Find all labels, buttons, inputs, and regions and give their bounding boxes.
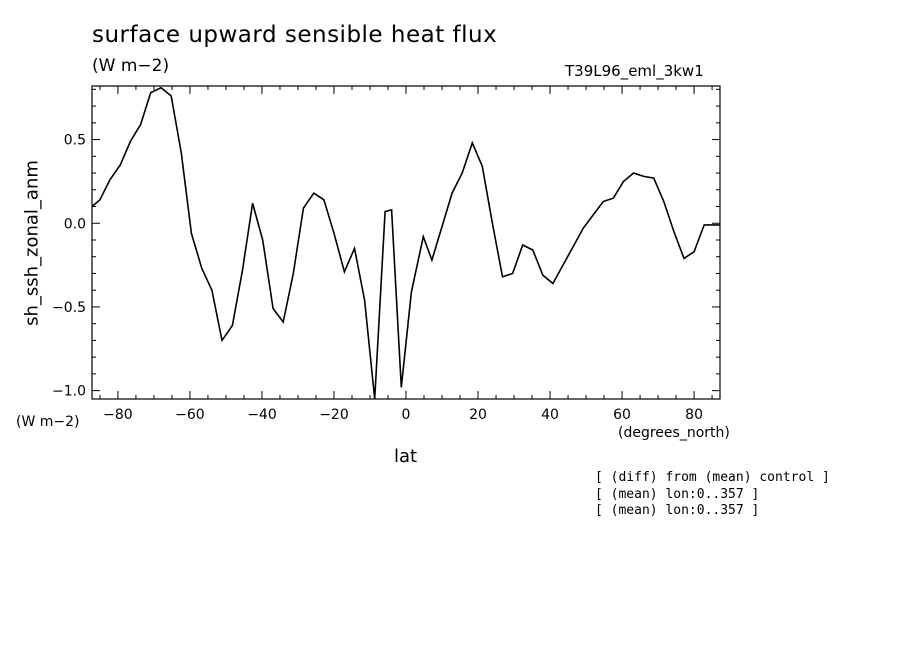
tick-group [92,86,720,399]
x-tick-label: −20 [319,407,349,423]
tick-label-group: −80 −60 −40 −20 0 20 40 60 80 −1.0 −0.5 0.0 0.5 [52,133,703,423]
y-tick-label: 0.0 [64,216,86,232]
y-axis-units: (W m−2) [16,414,80,430]
x-tick-label: −40 [247,407,277,423]
note-line-1: [ (diff) from (mean) control ] [595,470,830,485]
y-tick-label: 0.5 [64,133,86,149]
x-tick-label: 60 [613,407,631,423]
x-tick-label: 40 [541,407,559,423]
series-group [91,86,720,400]
chart-title: surface upward sensible heat flux [92,22,498,48]
x-tick-label: −60 [175,407,205,423]
run-label: T39L96_eml_3kw1 [565,62,704,80]
x-axis-units: (degrees_north) [618,425,730,441]
note-line-3: [ (mean) lon:0..357 ] [595,503,760,518]
x-axis-label: lat [394,446,418,467]
x-tick-label: 80 [685,407,703,423]
x-tick-label: −80 [103,407,133,423]
chart-units: (W m−2) [92,56,170,76]
y-tick-label: −1.0 [52,384,86,400]
y-tick-label: −0.5 [52,300,86,316]
plot-frame [91,85,721,400]
x-tick-label: 20 [469,407,487,423]
series-line [91,86,720,400]
x-tick-label: 0 [402,407,411,423]
note-line-2: [ (mean) lon:0..357 ] [595,487,760,502]
